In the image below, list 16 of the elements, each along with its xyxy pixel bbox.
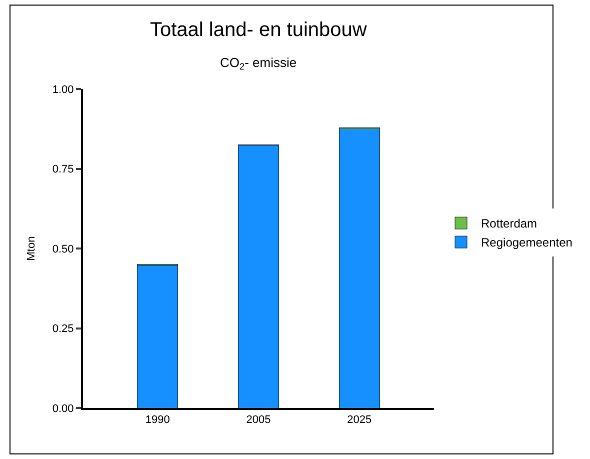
y-tick-label: 0.50 [52,243,74,256]
y-tick-label: 0.75 [52,164,74,176]
legend-label: Rotterdam [481,216,538,231]
bar [137,264,178,408]
y-tick-label: 0.25 [52,323,74,336]
x-tick-label: 2005 [246,414,271,426]
y-tick-label: 0.00 [52,402,74,415]
x-tick-label: 1990 [145,414,170,426]
y-tick-label: 1.00 [52,84,74,96]
bar [338,128,380,408]
x-tick-label: 2025 [347,414,372,426]
y-axis-title: Mton [26,236,38,261]
chart-title: Totaal land- en tuinbouw [150,19,368,41]
bar [238,145,279,408]
legend-label: Regiogemeenten [481,236,572,250]
chart-subtitle: CO$_{2}$- emissie [220,55,297,72]
